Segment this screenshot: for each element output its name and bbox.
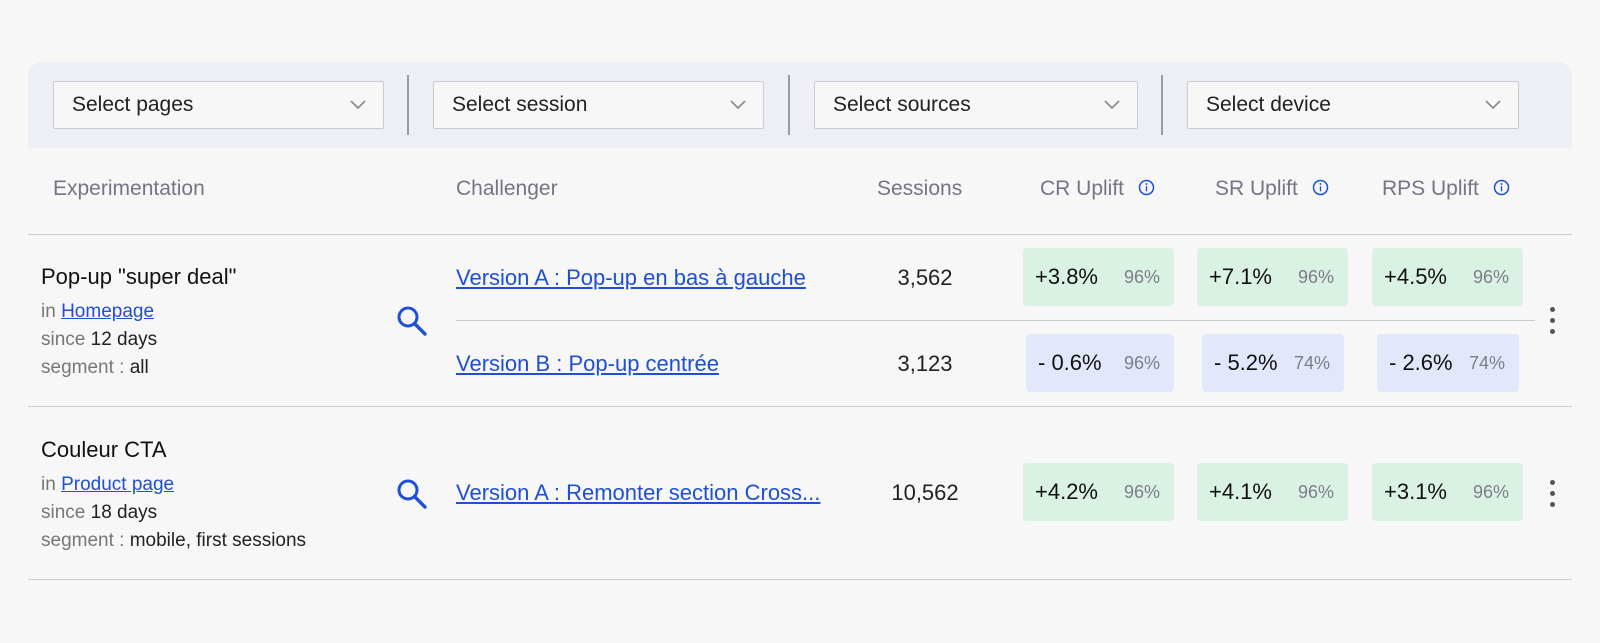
chevron-down-icon [1104,100,1120,110]
sessions-count: 3,123 [897,351,953,376]
session-select[interactable]: Select session [433,81,764,129]
confidence-value: 96% [1472,481,1509,502]
uplift-value: +7.1% [1209,264,1272,289]
confidence-value: 74% [1468,352,1505,373]
table-divider [28,234,1572,235]
cr-uplift-chip: +3.8% 96% [1023,248,1174,306]
confidence-value: 74% [1293,352,1330,373]
sessions-count: 10,562 [891,480,959,505]
challenger-link[interactable]: Version A : Pop-up en bas à gauche [456,265,806,290]
experiment-since: since 18 days [41,502,157,524]
filter-bar: Select pages Select session Select sourc… [28,62,1572,148]
confidence-value: 96% [1297,481,1334,502]
filter-divider [407,75,409,135]
in-label: in [41,474,56,495]
cr-uplift-label: CR Uplift [1040,177,1125,200]
sources-select[interactable]: Select sources [814,81,1138,129]
segment-value: mobile, first sessions [129,530,307,551]
since-label: since [41,329,86,350]
pages-select-label: Select pages [72,93,194,116]
variant-divider [456,320,1535,321]
cr-uplift-chip: +4.2% 96% [1023,463,1174,521]
since-value: 18 days [90,502,158,523]
since-label: since [41,502,86,523]
confidence-value: 96% [1123,352,1160,373]
column-header-rps-uplift: RPS Uplift [1382,177,1510,201]
confidence-value: 96% [1472,266,1509,287]
challenger-link[interactable]: Version B : Pop-up centrée [456,351,719,376]
info-icon[interactable] [1493,179,1510,196]
more-vertical-icon[interactable] [1546,307,1558,335]
experiment-segment: segment : all [41,357,149,379]
confidence-value: 96% [1123,266,1160,287]
search-icon[interactable] [396,478,428,510]
in-label: in [41,301,56,322]
uplift-value: +4.1% [1209,479,1272,504]
uplift-value: +4.2% [1035,479,1098,504]
chevron-down-icon [730,100,746,110]
confidence-value: 96% [1297,266,1334,287]
uplift-value: +3.8% [1035,264,1098,289]
uplift-value: - 0.6% [1038,350,1102,375]
page-link[interactable]: Product page [61,474,175,495]
table-divider [28,406,1572,407]
column-header-sr-uplift: SR Uplift [1215,177,1329,201]
experiment-title: Pop-up "super deal" [41,264,237,289]
pages-select[interactable]: Select pages [53,81,384,129]
sr-uplift-chip: - 5.2% 74% [1202,334,1344,392]
confidence-value: 96% [1123,481,1160,502]
chevron-down-icon [350,100,366,110]
column-header-challenger: Challenger [456,177,558,200]
experiment-page: in Homepage [41,301,154,323]
table-divider [28,579,1572,580]
rps-uplift-label: RPS Uplift [1382,177,1479,200]
experiment-page: in Product page [41,474,174,496]
column-header-cr-uplift: CR Uplift [1040,177,1155,201]
page-link[interactable]: Homepage [61,301,155,322]
rps-uplift-chip: +4.5% 96% [1372,248,1523,306]
column-header-sessions: Sessions [877,177,963,200]
segment-value: all [129,357,149,378]
rps-uplift-chip: - 2.6% 74% [1377,334,1519,392]
uplift-value: +4.5% [1384,264,1447,289]
segment-label: segment : [41,357,125,378]
sources-select-label: Select sources [833,93,971,116]
since-value: 12 days [90,329,158,350]
cr-uplift-chip: - 0.6% 96% [1026,334,1174,392]
experiment-title: Couleur CTA [41,437,167,462]
uplift-value: +3.1% [1384,479,1447,504]
column-header-experimentation: Experimentation [53,177,205,200]
rps-uplift-chip: +3.1% 96% [1372,463,1523,521]
sessions-count: 3,562 [897,265,953,290]
info-icon[interactable] [1138,179,1155,196]
filter-divider [1161,75,1163,135]
sr-uplift-chip: +7.1% 96% [1197,248,1348,306]
experiment-segment: segment : mobile, first sessions [41,530,306,552]
device-select[interactable]: Select device [1187,81,1519,129]
device-select-label: Select device [1206,93,1331,116]
sr-uplift-label: SR Uplift [1215,177,1298,200]
filter-divider [788,75,790,135]
segment-label: segment : [41,530,125,551]
sr-uplift-chip: +4.1% 96% [1197,463,1348,521]
uplift-value: - 5.2% [1214,350,1278,375]
info-icon[interactable] [1312,179,1329,196]
experiment-since: since 12 days [41,329,157,351]
uplift-value: - 2.6% [1389,350,1453,375]
challenger-link[interactable]: Version A : Remonter section Cross... [456,480,821,505]
search-icon[interactable] [396,305,428,337]
session-select-label: Select session [452,93,588,116]
chevron-down-icon [1485,100,1501,110]
more-vertical-icon[interactable] [1546,480,1558,508]
